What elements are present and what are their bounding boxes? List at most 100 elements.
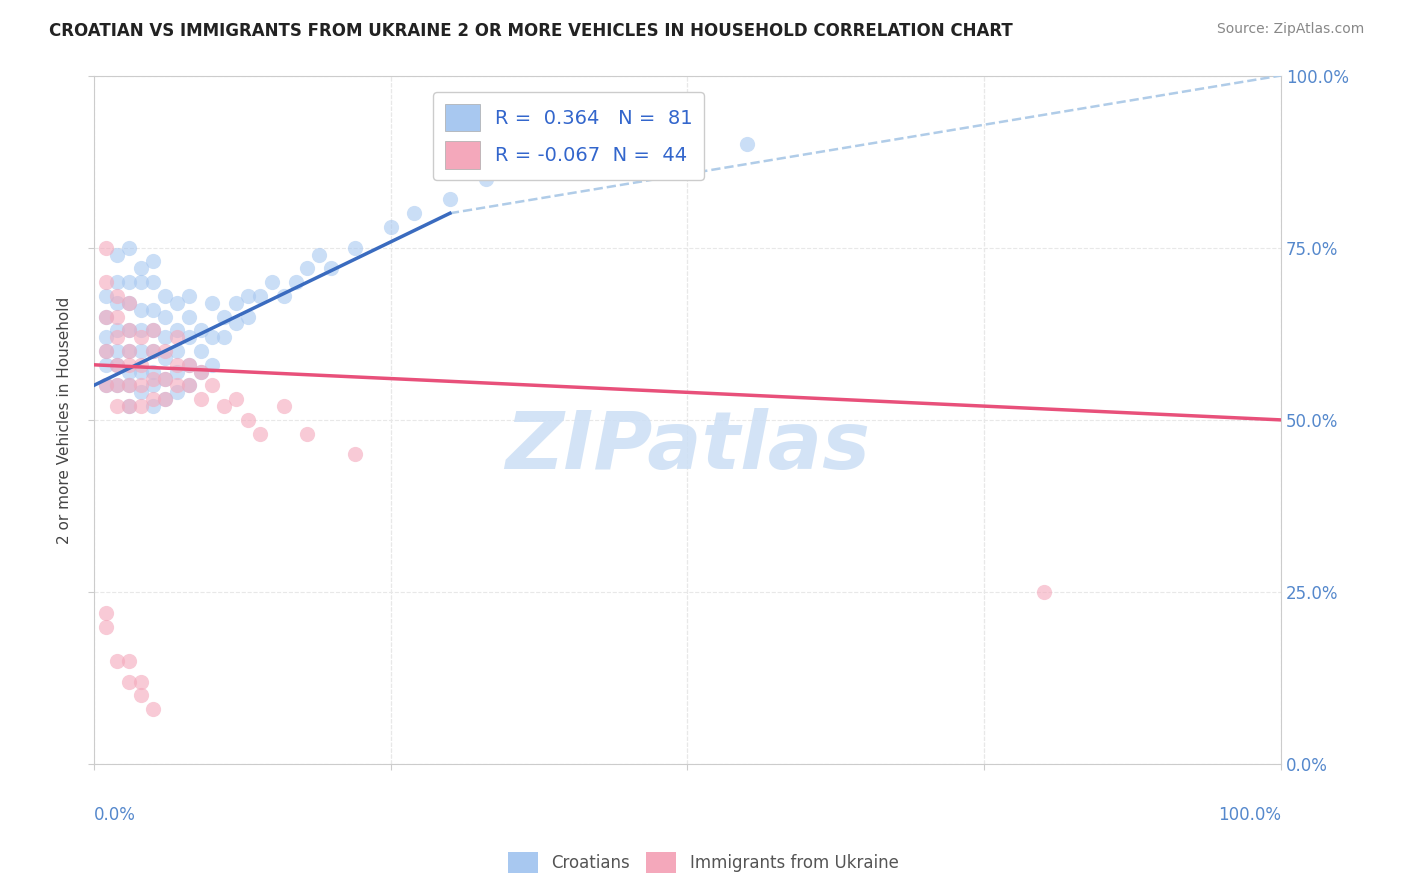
Point: [166, 385, 188, 400]
Point: [380, 220, 402, 235]
Point: [118, 378, 141, 392]
Point: [107, 247, 129, 261]
Point: [142, 344, 165, 359]
Point: [214, 310, 236, 324]
Point: [129, 365, 152, 379]
Point: [308, 247, 330, 261]
Point: [129, 323, 152, 337]
Point: [260, 275, 283, 289]
Point: [129, 302, 152, 317]
Point: [129, 275, 152, 289]
Point: [404, 206, 426, 220]
Point: [177, 358, 200, 372]
Point: [735, 137, 758, 152]
Point: [142, 392, 165, 407]
Point: [129, 674, 152, 689]
Point: [118, 295, 141, 310]
Point: [297, 426, 319, 441]
Point: [118, 365, 141, 379]
Point: [166, 323, 188, 337]
Point: [214, 399, 236, 413]
Point: [142, 371, 165, 385]
Point: [236, 413, 259, 427]
Text: 100.0%: 100.0%: [1218, 805, 1281, 823]
Point: [129, 330, 152, 344]
Point: [214, 330, 236, 344]
Point: [142, 702, 165, 716]
Point: [249, 289, 271, 303]
Point: [225, 392, 247, 407]
Point: [153, 371, 176, 385]
Point: [118, 399, 141, 413]
Point: [129, 261, 152, 276]
Point: [142, 275, 165, 289]
Point: [153, 289, 176, 303]
Point: [129, 689, 152, 703]
Point: [190, 365, 212, 379]
Point: [249, 426, 271, 441]
Point: [581, 158, 603, 172]
Point: [142, 323, 165, 337]
Point: [107, 358, 129, 372]
Point: [129, 358, 152, 372]
Point: [177, 330, 200, 344]
Point: [201, 330, 224, 344]
Text: CROATIAN VS IMMIGRANTS FROM UKRAINE 2 OR MORE VEHICLES IN HOUSEHOLD CORRELATION : CROATIAN VS IMMIGRANTS FROM UKRAINE 2 OR…: [49, 22, 1012, 40]
Point: [118, 674, 141, 689]
Point: [153, 392, 176, 407]
Point: [225, 295, 247, 310]
Point: [118, 295, 141, 310]
Point: [107, 378, 129, 392]
Point: [153, 392, 176, 407]
Legend: R =  0.364   N =  81, R = -0.067  N =  44: R = 0.364 N = 81, R = -0.067 N = 44: [433, 92, 704, 180]
Point: [201, 358, 224, 372]
Point: [142, 302, 165, 317]
Legend: Croatians, Immigrants from Ukraine: Croatians, Immigrants from Ukraine: [501, 846, 905, 880]
Text: 0.0%: 0.0%: [94, 805, 135, 823]
Point: [118, 378, 141, 392]
Point: [177, 358, 200, 372]
Point: [94, 241, 117, 255]
Point: [118, 654, 141, 668]
Point: [343, 241, 366, 255]
Point: [190, 392, 212, 407]
Point: [1032, 585, 1054, 599]
Point: [534, 151, 557, 165]
Point: [166, 295, 188, 310]
Point: [107, 289, 129, 303]
Point: [201, 378, 224, 392]
Point: [177, 289, 200, 303]
Point: [129, 399, 152, 413]
Point: [676, 151, 699, 165]
Point: [94, 310, 117, 324]
Point: [94, 606, 117, 620]
Point: [94, 619, 117, 633]
Point: [153, 351, 176, 365]
Point: [107, 323, 129, 337]
Point: [153, 310, 176, 324]
Point: [166, 330, 188, 344]
Point: [142, 344, 165, 359]
Point: [107, 310, 129, 324]
Point: [118, 344, 141, 359]
Point: [129, 378, 152, 392]
Point: [166, 378, 188, 392]
Point: [129, 385, 152, 400]
Point: [166, 358, 188, 372]
Point: [107, 275, 129, 289]
Point: [118, 323, 141, 337]
Point: [142, 365, 165, 379]
Point: [118, 323, 141, 337]
Point: [94, 289, 117, 303]
Point: [225, 317, 247, 331]
Point: [236, 310, 259, 324]
Y-axis label: 2 or more Vehicles in Household: 2 or more Vehicles in Household: [58, 296, 72, 543]
Point: [166, 344, 188, 359]
Point: [94, 344, 117, 359]
Point: [129, 344, 152, 359]
Point: [94, 358, 117, 372]
Point: [118, 358, 141, 372]
Point: [107, 344, 129, 359]
Point: [166, 365, 188, 379]
Point: [94, 378, 117, 392]
